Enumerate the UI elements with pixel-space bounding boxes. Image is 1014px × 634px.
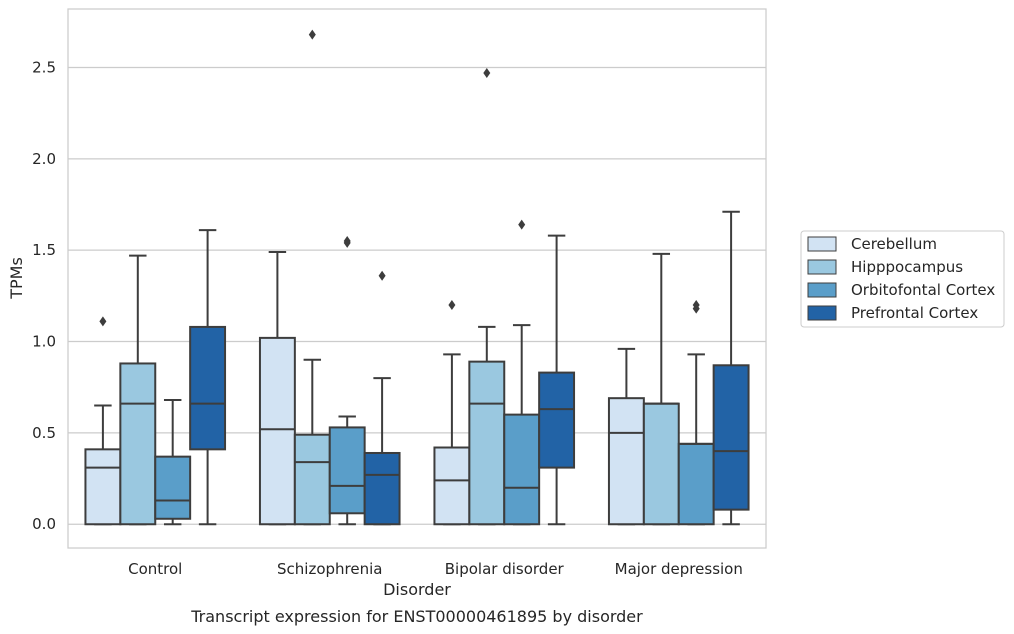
iqr-box	[189, 325, 227, 451]
box-prefrontal-cortex	[538, 234, 576, 526]
iqr-box	[84, 448, 122, 526]
legend: Cerebellum Hipppocampus Orbitofontal Corte…	[800, 230, 1005, 328]
box-cerebellum	[84, 316, 122, 526]
outlier-point	[378, 270, 386, 281]
outlier-point	[483, 67, 491, 78]
x-axis-label: Disorder	[383, 580, 451, 599]
iqr-box	[468, 360, 506, 526]
box-hipppocampus	[119, 254, 157, 526]
y-axis-label: TPMs	[7, 257, 26, 300]
box-prefrontal-cortex	[189, 229, 227, 526]
outlier-point	[448, 299, 456, 310]
iqr-box	[642, 402, 680, 526]
iqr-box	[607, 397, 645, 526]
chart-caption: Transcript expression for ENST0000046189…	[190, 607, 643, 626]
legend-swatch	[807, 305, 837, 321]
box-cerebellum	[258, 251, 296, 526]
legend-swatch	[807, 236, 837, 252]
x-tick-label: Major depression	[615, 560, 743, 578]
y-tick-label: 0.5	[32, 424, 56, 442]
y-tick-label: 0.0	[32, 515, 56, 533]
legend-label: Cerebellum	[851, 235, 937, 253]
box-cerebellum	[433, 299, 471, 526]
box-prefrontal-cortex	[363, 270, 401, 526]
box-cerebellum	[607, 347, 645, 526]
y-tick-label: 1.5	[32, 241, 56, 259]
outlier-point	[692, 303, 700, 314]
iqr-box	[293, 433, 331, 526]
y-tick-label: 2.0	[32, 150, 56, 168]
outlier-point	[99, 316, 107, 327]
iqr-box	[119, 362, 157, 526]
outlier-point	[518, 219, 526, 230]
box-orbitofontal-cortex	[677, 299, 715, 526]
box-orbitofontal-cortex	[503, 219, 541, 526]
iqr-box	[712, 364, 750, 511]
box-hipppocampus	[468, 67, 506, 526]
y-tick-label: 1.0	[32, 333, 56, 351]
legend-swatch	[807, 259, 837, 275]
outlier-point	[343, 237, 351, 248]
box-orbitofontal-cortex	[154, 399, 192, 526]
legend-label: Prefrontal Cortex	[851, 304, 978, 322]
box-orbitofontal-cortex	[328, 236, 366, 526]
box-hipppocampus	[642, 252, 680, 526]
iqr-box	[503, 413, 541, 526]
x-tick-label: Bipolar disorder	[445, 560, 565, 578]
box-marks	[84, 29, 750, 526]
x-tick-label: Schizophrenia	[277, 560, 382, 578]
legend-label: Orbitofontal Cortex	[851, 281, 995, 299]
box-prefrontal-cortex	[712, 210, 750, 526]
iqr-box	[154, 455, 192, 520]
legend-frame	[800, 230, 1005, 328]
iqr-box	[258, 336, 296, 526]
box-hipppocampus	[293, 29, 331, 526]
iqr-box	[363, 451, 401, 526]
iqr-box	[328, 426, 366, 515]
legend-swatch	[807, 282, 837, 298]
y-tick-label: 2.5	[32, 58, 56, 76]
x-tick-label: Control	[128, 560, 182, 578]
iqr-box	[677, 442, 715, 526]
legend-label: Hipppocampus	[851, 258, 963, 276]
y-tick-labels: 0.0 0.5 1.0 1.5 2.0 2.5	[32, 58, 56, 533]
plot-area-frame	[67, 8, 767, 549]
iqr-box	[538, 371, 576, 469]
x-tick-labels: Control Schizophrenia Bipolar disorder Majo…	[128, 560, 743, 578]
iqr-box	[433, 446, 471, 526]
outlier-point	[308, 29, 316, 40]
